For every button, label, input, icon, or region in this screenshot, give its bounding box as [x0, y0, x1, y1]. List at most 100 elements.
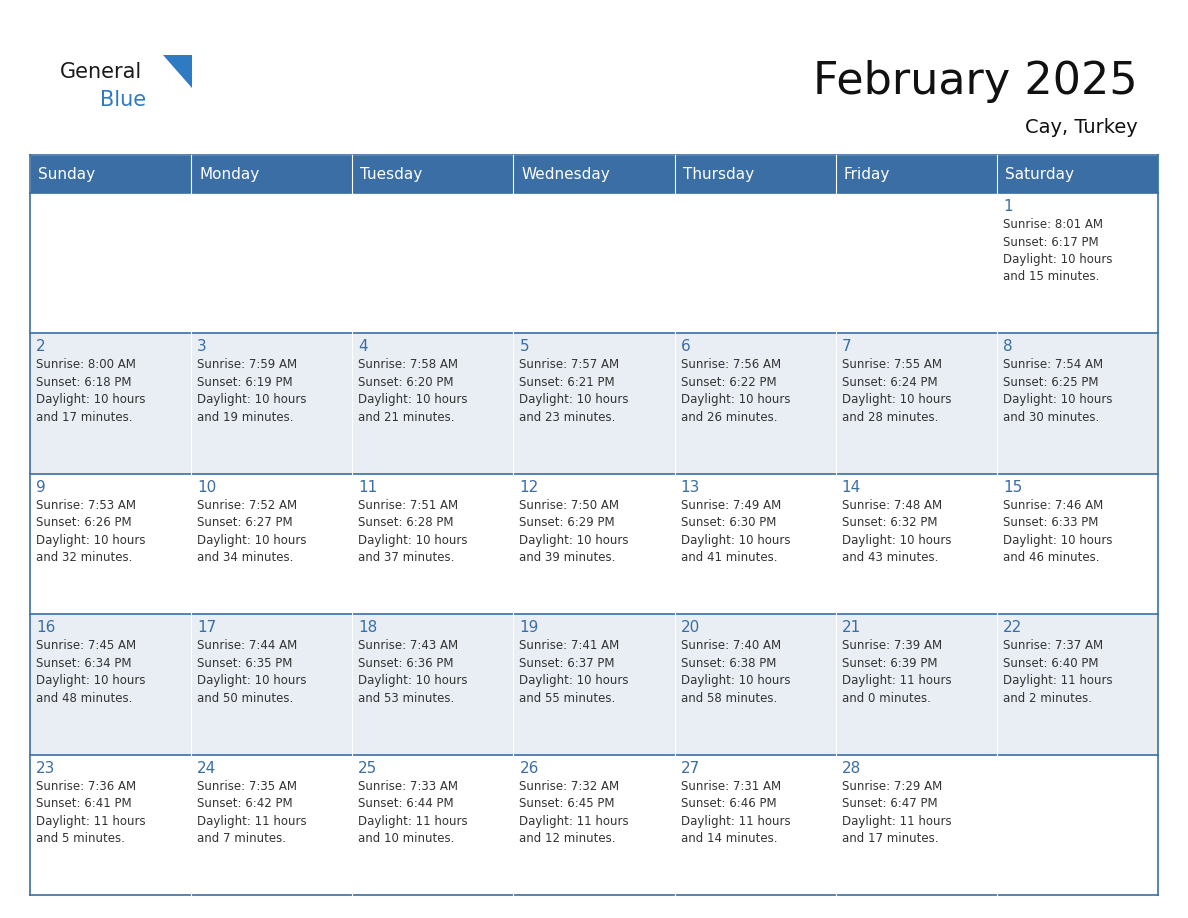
Bar — [353, 333, 513, 474]
Bar — [675, 155, 835, 193]
Text: 6: 6 — [681, 340, 690, 354]
Bar — [191, 155, 353, 193]
Bar — [191, 614, 353, 755]
Text: Sunrise: 8:00 AM
Sunset: 6:18 PM
Daylight: 10 hours
and 17 minutes.: Sunrise: 8:00 AM Sunset: 6:18 PM Dayligh… — [36, 358, 145, 424]
Text: Sunrise: 7:43 AM
Sunset: 6:36 PM
Daylight: 10 hours
and 53 minutes.: Sunrise: 7:43 AM Sunset: 6:36 PM Dayligh… — [359, 639, 468, 705]
Bar — [997, 474, 1158, 614]
Text: 20: 20 — [681, 621, 700, 635]
Bar — [191, 755, 353, 895]
Text: Sunrise: 7:33 AM
Sunset: 6:44 PM
Daylight: 11 hours
and 10 minutes.: Sunrise: 7:33 AM Sunset: 6:44 PM Dayligh… — [359, 779, 468, 845]
Bar — [191, 474, 353, 614]
Bar — [30, 614, 191, 755]
Text: 17: 17 — [197, 621, 216, 635]
Text: Sunrise: 7:32 AM
Sunset: 6:45 PM
Daylight: 11 hours
and 12 minutes.: Sunrise: 7:32 AM Sunset: 6:45 PM Dayligh… — [519, 779, 630, 845]
Text: Sunrise: 7:40 AM
Sunset: 6:38 PM
Daylight: 10 hours
and 58 minutes.: Sunrise: 7:40 AM Sunset: 6:38 PM Dayligh… — [681, 639, 790, 705]
Bar — [835, 155, 997, 193]
Bar — [30, 333, 191, 474]
Text: Sunrise: 7:52 AM
Sunset: 6:27 PM
Daylight: 10 hours
and 34 minutes.: Sunrise: 7:52 AM Sunset: 6:27 PM Dayligh… — [197, 498, 307, 565]
Bar — [353, 614, 513, 755]
Text: Sunrise: 7:48 AM
Sunset: 6:32 PM
Daylight: 10 hours
and 43 minutes.: Sunrise: 7:48 AM Sunset: 6:32 PM Dayligh… — [842, 498, 952, 565]
Text: 3: 3 — [197, 340, 207, 354]
Text: 21: 21 — [842, 621, 861, 635]
Text: 25: 25 — [359, 761, 378, 776]
Text: 28: 28 — [842, 761, 861, 776]
Text: Sunrise: 7:37 AM
Sunset: 6:40 PM
Daylight: 11 hours
and 2 minutes.: Sunrise: 7:37 AM Sunset: 6:40 PM Dayligh… — [1003, 639, 1112, 705]
Text: Sunrise: 7:39 AM
Sunset: 6:39 PM
Daylight: 11 hours
and 0 minutes.: Sunrise: 7:39 AM Sunset: 6:39 PM Dayligh… — [842, 639, 952, 705]
Text: Saturday: Saturday — [1005, 166, 1074, 182]
Text: 15: 15 — [1003, 480, 1022, 495]
Text: 11: 11 — [359, 480, 378, 495]
Bar — [513, 333, 675, 474]
Text: Sunrise: 7:41 AM
Sunset: 6:37 PM
Daylight: 10 hours
and 55 minutes.: Sunrise: 7:41 AM Sunset: 6:37 PM Dayligh… — [519, 639, 628, 705]
Text: Sunday: Sunday — [38, 166, 95, 182]
Text: 27: 27 — [681, 761, 700, 776]
Text: Monday: Monday — [200, 166, 259, 182]
Bar — [30, 474, 191, 614]
Text: Sunrise: 7:53 AM
Sunset: 6:26 PM
Daylight: 10 hours
and 32 minutes.: Sunrise: 7:53 AM Sunset: 6:26 PM Dayligh… — [36, 498, 145, 565]
Text: 5: 5 — [519, 340, 529, 354]
Text: Sunrise: 7:49 AM
Sunset: 6:30 PM
Daylight: 10 hours
and 41 minutes.: Sunrise: 7:49 AM Sunset: 6:30 PM Dayligh… — [681, 498, 790, 565]
Text: General: General — [61, 62, 143, 82]
Bar — [997, 755, 1158, 895]
Text: 19: 19 — [519, 621, 539, 635]
Bar — [30, 155, 191, 193]
Text: 26: 26 — [519, 761, 539, 776]
Text: Sunrise: 7:51 AM
Sunset: 6:28 PM
Daylight: 10 hours
and 37 minutes.: Sunrise: 7:51 AM Sunset: 6:28 PM Dayligh… — [359, 498, 468, 565]
Bar — [30, 193, 191, 333]
Text: Friday: Friday — [843, 166, 890, 182]
Polygon shape — [163, 55, 192, 88]
Bar — [675, 474, 835, 614]
Text: 24: 24 — [197, 761, 216, 776]
Text: 22: 22 — [1003, 621, 1022, 635]
Text: 1: 1 — [1003, 199, 1012, 214]
Text: 13: 13 — [681, 480, 700, 495]
Bar — [513, 474, 675, 614]
Text: Sunrise: 7:56 AM
Sunset: 6:22 PM
Daylight: 10 hours
and 26 minutes.: Sunrise: 7:56 AM Sunset: 6:22 PM Dayligh… — [681, 358, 790, 424]
Text: 14: 14 — [842, 480, 861, 495]
Text: Sunrise: 7:58 AM
Sunset: 6:20 PM
Daylight: 10 hours
and 21 minutes.: Sunrise: 7:58 AM Sunset: 6:20 PM Dayligh… — [359, 358, 468, 424]
Text: Sunrise: 7:54 AM
Sunset: 6:25 PM
Daylight: 10 hours
and 30 minutes.: Sunrise: 7:54 AM Sunset: 6:25 PM Dayligh… — [1003, 358, 1112, 424]
Bar — [835, 333, 997, 474]
Bar — [30, 755, 191, 895]
Text: 23: 23 — [36, 761, 56, 776]
Bar — [835, 614, 997, 755]
Text: Blue: Blue — [100, 90, 146, 110]
Bar — [997, 333, 1158, 474]
Text: Sunrise: 7:57 AM
Sunset: 6:21 PM
Daylight: 10 hours
and 23 minutes.: Sunrise: 7:57 AM Sunset: 6:21 PM Dayligh… — [519, 358, 628, 424]
Text: Sunrise: 7:50 AM
Sunset: 6:29 PM
Daylight: 10 hours
and 39 minutes.: Sunrise: 7:50 AM Sunset: 6:29 PM Dayligh… — [519, 498, 628, 565]
Bar — [353, 193, 513, 333]
Bar — [353, 474, 513, 614]
Text: 7: 7 — [842, 340, 852, 354]
Bar — [675, 193, 835, 333]
Bar — [353, 155, 513, 193]
Text: 12: 12 — [519, 480, 538, 495]
Bar — [353, 755, 513, 895]
Text: 16: 16 — [36, 621, 56, 635]
Bar — [513, 755, 675, 895]
Bar — [997, 193, 1158, 333]
Bar — [513, 614, 675, 755]
Text: 8: 8 — [1003, 340, 1012, 354]
Bar — [675, 333, 835, 474]
Bar — [835, 755, 997, 895]
Text: 4: 4 — [359, 340, 368, 354]
Text: Sunrise: 7:59 AM
Sunset: 6:19 PM
Daylight: 10 hours
and 19 minutes.: Sunrise: 7:59 AM Sunset: 6:19 PM Dayligh… — [197, 358, 307, 424]
Bar — [997, 155, 1158, 193]
Text: Cay, Turkey: Cay, Turkey — [1025, 118, 1138, 137]
Bar — [513, 155, 675, 193]
Text: February 2025: February 2025 — [814, 60, 1138, 103]
Text: 18: 18 — [359, 621, 378, 635]
Bar — [835, 193, 997, 333]
Text: 2: 2 — [36, 340, 45, 354]
Text: Sunrise: 7:46 AM
Sunset: 6:33 PM
Daylight: 10 hours
and 46 minutes.: Sunrise: 7:46 AM Sunset: 6:33 PM Dayligh… — [1003, 498, 1112, 565]
Bar — [675, 755, 835, 895]
Bar — [997, 614, 1158, 755]
Text: 10: 10 — [197, 480, 216, 495]
Text: Sunrise: 7:55 AM
Sunset: 6:24 PM
Daylight: 10 hours
and 28 minutes.: Sunrise: 7:55 AM Sunset: 6:24 PM Dayligh… — [842, 358, 952, 424]
Text: Thursday: Thursday — [683, 166, 753, 182]
Bar — [675, 614, 835, 755]
Text: Sunrise: 7:45 AM
Sunset: 6:34 PM
Daylight: 10 hours
and 48 minutes.: Sunrise: 7:45 AM Sunset: 6:34 PM Dayligh… — [36, 639, 145, 705]
Text: Sunrise: 7:36 AM
Sunset: 6:41 PM
Daylight: 11 hours
and 5 minutes.: Sunrise: 7:36 AM Sunset: 6:41 PM Dayligh… — [36, 779, 146, 845]
Text: 9: 9 — [36, 480, 46, 495]
Text: Sunrise: 7:29 AM
Sunset: 6:47 PM
Daylight: 11 hours
and 17 minutes.: Sunrise: 7:29 AM Sunset: 6:47 PM Dayligh… — [842, 779, 952, 845]
